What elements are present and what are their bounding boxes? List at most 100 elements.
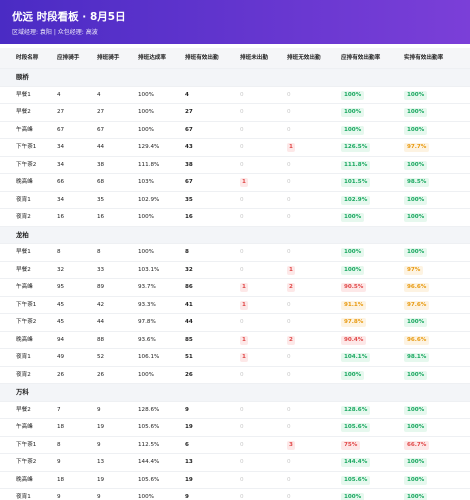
cell: 100% [404,122,428,139]
count: 0 [240,91,244,98]
value: 4 [57,91,61,98]
cell: 66.7% [404,437,430,454]
count: 0 [287,459,291,465]
cell: 97.6% [404,297,430,314]
cell: 96.6% [404,332,430,349]
count: 1 [287,143,295,152]
cell: 0 [287,122,291,139]
cell: 0 [240,262,244,279]
cell: 0 [287,367,291,384]
cell: 93.6% [138,332,156,349]
cell: 35 [97,192,104,209]
column-header: 应排有效出勤率 [341,55,381,61]
value: 89 [97,284,105,290]
count: 0 [287,214,291,220]
rate-badge: 91.1% [341,300,367,310]
cell: 100% [404,489,428,500]
cell: 129.4% [138,139,159,156]
cell: 0 [287,297,291,314]
cell: 100% [404,244,428,261]
cell: 67 [57,122,64,139]
count: 0 [240,441,244,448]
value: 夜宵1 [16,354,31,360]
rate-badge: 100% [404,108,428,117]
cell: 0 [287,87,291,104]
cell: 早餐1 [16,244,31,261]
rate-badge: 144.4% [341,458,371,467]
cell: 7 [57,402,61,419]
cell: 1 [287,139,295,156]
rate-badge: 100% [341,108,365,117]
column-header: 排班未出勤 [240,55,268,61]
cell: 100% [404,87,428,104]
data-row: 夜宵1 34 35 102.9% 35 0 0 102.9% 100% [0,192,470,209]
value: 97.8% [138,319,156,325]
cell: 早餐1 [16,87,31,104]
cell: 111.8% [341,157,371,174]
value: 66 [57,179,65,185]
column-header: 排班有效出勤 [185,55,219,61]
value: 44 [97,319,105,325]
value: 16 [97,214,105,220]
cell: 52 [97,349,104,366]
group-row: 龙柏 [0,226,470,244]
cell: 100% [138,489,154,500]
count: 0 [240,319,244,325]
value: 105.6% [138,476,160,483]
rate-badge: 105.6% [341,423,371,432]
cell: 夜宵1 [16,349,31,366]
value: 9 [185,406,189,413]
cell: 4 [97,87,101,104]
value: 9 [57,459,61,465]
value: 35 [97,196,105,203]
cell: 6 [185,437,189,454]
column-header: 排班无效出勤 [287,55,321,61]
header-row: 时段名称 应排骑手 排班骑手 排班达成率 排班有效出勤 排班未出勤 排班无效出勤 应排有效出勤… [0,48,470,69]
group-row: 颐桥 [0,69,470,87]
cell: 9 [97,402,101,419]
cell: 晚高峰 [16,472,33,489]
cell: 34 [57,157,64,174]
cell: 0 [287,314,291,331]
cell: 100% [404,454,428,471]
cell: 下午茶1 [16,139,36,156]
rate-badge: 100% [404,405,428,415]
rate-badge: 100% [404,370,428,380]
cell: 8 [57,244,61,261]
value: 95 [57,284,65,290]
cell: 100% [404,104,428,121]
value: 88 [97,336,105,343]
value: 6 [185,441,189,448]
value: 43 [185,144,193,150]
value: 34 [57,144,65,150]
cell: 0 [240,454,244,471]
value: 13 [185,459,193,465]
cell: 9 [57,489,61,500]
value: 19 [97,424,105,430]
count: 1 [287,265,295,275]
cell: 85 [185,332,193,349]
value: 夜宵1 [16,494,31,500]
rate-badge: 97.6% [404,300,430,310]
count: 0 [240,476,244,483]
rate-badge: 90.4% [341,335,367,345]
value: 19 [97,476,105,483]
cell: 0 [240,314,244,331]
cell: 44 [97,139,104,156]
cell: 0 [287,489,291,500]
value: 68 [97,179,105,185]
cell: 19 [97,472,104,489]
value: 85 [185,336,193,343]
count: 0 [287,196,291,203]
cell: 49 [57,349,64,366]
cell: 0 [240,157,244,174]
cell: 9 [185,489,189,500]
rate-badge: 100% [404,493,428,500]
rate-badge: 100% [404,458,428,467]
rate-badge: 90.5% [341,283,367,292]
cell: 144.4% [341,454,371,471]
cell: 8 [57,437,61,454]
count: 0 [287,179,291,185]
count: 0 [287,424,291,430]
value: 19 [185,476,193,483]
